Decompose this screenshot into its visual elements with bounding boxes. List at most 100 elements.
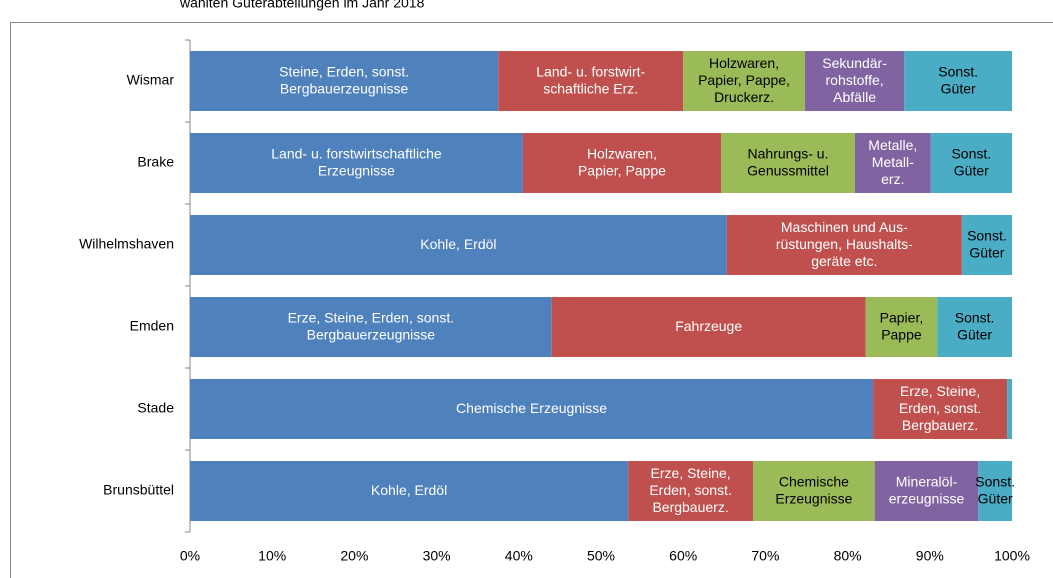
segment-label: Nahrungs- u. Genussmittel bbox=[747, 145, 829, 178]
segment-label-line: Papier, bbox=[880, 309, 924, 325]
segment-label: Fahrzeuge bbox=[675, 318, 742, 334]
x-tick-label: 90% bbox=[916, 548, 944, 564]
segment-label-line: erz. bbox=[881, 171, 904, 187]
segment-label: Holzwaren, Papier, Pappe bbox=[578, 145, 666, 178]
bar-segment bbox=[190, 51, 499, 111]
bar-segment bbox=[190, 379, 874, 439]
segment-label-line: Sonst. bbox=[955, 309, 995, 325]
bar-segment bbox=[937, 297, 1012, 357]
segment-label: Erze, Steine, Erden, sonst. Bergbauerzeug… bbox=[288, 309, 455, 342]
segment-label-line: Sonst. bbox=[975, 473, 1015, 489]
segment-label-line: Pappe bbox=[881, 326, 922, 342]
x-tick-label: 40% bbox=[505, 548, 533, 564]
segment-label: Sonst. Güter bbox=[951, 145, 991, 178]
segment-label-line: Holzwaren, bbox=[709, 55, 779, 71]
segment-label: Sekundär-rohstoffe, Abfälle bbox=[822, 55, 887, 105]
segment-label-line: Holzwaren, bbox=[587, 145, 657, 161]
segment-label-line: Güter bbox=[957, 326, 992, 342]
segment-label-line: Güter bbox=[978, 490, 1013, 506]
chart-title: wählten Güterabteilungen im Jahr 2018 bbox=[179, 0, 425, 11]
x-tick-label: 100% bbox=[994, 548, 1030, 564]
segment-label-line: Erzeugnisse bbox=[318, 162, 395, 178]
segment-label: Kohle, Erdöl bbox=[371, 482, 447, 498]
segment-label-line: erzeugnisse bbox=[889, 490, 965, 506]
bar-segment bbox=[753, 461, 875, 521]
segment-label-line: Land- u. forstwirtschaftliche bbox=[271, 145, 442, 161]
bar-segment bbox=[190, 133, 523, 193]
segment-label: Erze, Steine, Erden, sonst. Bergbauerz. bbox=[899, 383, 982, 433]
segment-label: Steine, Erden, sonst. Bergbauerzeugnisse bbox=[279, 63, 409, 96]
bar-segment bbox=[498, 51, 684, 111]
segment-label-line: Erze, Steine, Erden, sonst. bbox=[288, 309, 455, 325]
bar-segment bbox=[190, 215, 727, 275]
bar-segment bbox=[978, 461, 1012, 521]
segment-label: Metalle, Metall-erz. bbox=[868, 137, 917, 187]
bar-segment bbox=[873, 379, 1008, 439]
bar-segment bbox=[804, 51, 905, 111]
segment-label: Sonst. Güter bbox=[938, 63, 978, 96]
segment-label-line: geräte etc. bbox=[811, 253, 877, 269]
segment-label-line: Maschinen und Aus- bbox=[781, 219, 908, 235]
segment-label-line: Druckerz. bbox=[714, 89, 774, 105]
segment-label: Sonst. Güter bbox=[967, 227, 1007, 260]
x-tick-label: 80% bbox=[834, 548, 862, 564]
bar-segment bbox=[961, 215, 1012, 275]
x-tick-label: 10% bbox=[258, 548, 286, 564]
bar-segment bbox=[865, 297, 938, 357]
segment-label-line: Chemische Erzeugnisse bbox=[456, 400, 607, 416]
chart-frame bbox=[10, 22, 1053, 578]
x-tick-label: 50% bbox=[587, 548, 615, 564]
segment-label: Holzwaren, Papier, Pappe, Druckerz. bbox=[698, 55, 790, 105]
x-tick-label: 60% bbox=[669, 548, 697, 564]
segment-label: Land- u. forstwirt-schaftliche Erz. bbox=[536, 63, 645, 96]
segment-label-line: Steine, Erden, sonst. bbox=[279, 63, 409, 79]
bar-segment bbox=[904, 51, 1012, 111]
bar-segment bbox=[551, 297, 866, 357]
segment-label-line: Genussmittel bbox=[747, 162, 829, 178]
segment-label-line: Erze, Steine, bbox=[900, 383, 980, 399]
segment-label-line: Sonst. bbox=[951, 145, 991, 161]
segment-label-line: Land- u. forstwirt- bbox=[536, 63, 645, 79]
segment-label-line: Güter bbox=[954, 162, 989, 178]
segment-label-line: Papier, Pappe, bbox=[698, 72, 790, 88]
bar-segment bbox=[874, 461, 979, 521]
segment-label: Mineralöl-erzeugnisse bbox=[889, 473, 965, 506]
bar-segment bbox=[628, 461, 754, 521]
bar-segment bbox=[522, 133, 722, 193]
segment-label: Chemische Erzeugnisse bbox=[456, 400, 607, 416]
segment-label-line: schaftliche Erz. bbox=[543, 80, 638, 96]
segment-label-line: Chemische bbox=[779, 473, 849, 489]
segment-label-line: Bergbauerzeugnisse bbox=[307, 326, 436, 342]
segment-label: Erze, Steine, Erden, sonst. Bergbauerz. bbox=[649, 465, 732, 515]
segment-label-line: Metalle, bbox=[868, 137, 917, 153]
segment-label-line: Mineralöl- bbox=[896, 473, 958, 489]
bar-segment bbox=[190, 297, 552, 357]
segment-label-line: Fahrzeuge bbox=[675, 318, 742, 334]
segment-label: Land- u. forstwirtschaftliche Erzeugnisse bbox=[271, 145, 442, 178]
segment-label: Kohle, Erdöl bbox=[420, 236, 496, 252]
bar-segment bbox=[854, 133, 931, 193]
segment-label-line: Erzeugnisse bbox=[775, 490, 852, 506]
segment-label-line: rohstoffe, bbox=[826, 72, 884, 88]
y-tick-label: Brake bbox=[137, 154, 174, 170]
y-tick-label: Wilhelmshaven bbox=[79, 236, 174, 252]
segment-label: Sonst. Güter bbox=[975, 473, 1015, 506]
segment-label-line: Kohle, Erdöl bbox=[371, 482, 447, 498]
x-tick-label: 70% bbox=[751, 548, 779, 564]
x-tick-label: 20% bbox=[340, 548, 368, 564]
segment-label-line: Abfälle bbox=[833, 89, 876, 105]
segment-label-line: Erden, sonst. bbox=[649, 482, 732, 498]
segment-label-line: Erden, sonst. bbox=[899, 400, 982, 416]
y-tick-label: Wismar bbox=[127, 72, 175, 88]
y-tick-label: Stade bbox=[137, 400, 174, 416]
segment-label-line: Kohle, Erdöl bbox=[420, 236, 496, 252]
segment-label: Papier, Pappe bbox=[880, 309, 924, 342]
x-tick-label: 0% bbox=[180, 548, 200, 564]
segment-label: Maschinen und Aus-rüstungen, Haushalts-g… bbox=[776, 219, 913, 269]
segment-label-line: Bergbauerzeugnisse bbox=[280, 80, 409, 96]
segment-label-line: Güter bbox=[969, 244, 1004, 260]
segment-label-line: Sonst. bbox=[967, 227, 1007, 243]
segment-label-line: Bergbauerz. bbox=[652, 499, 728, 515]
bar-segment bbox=[726, 215, 962, 275]
